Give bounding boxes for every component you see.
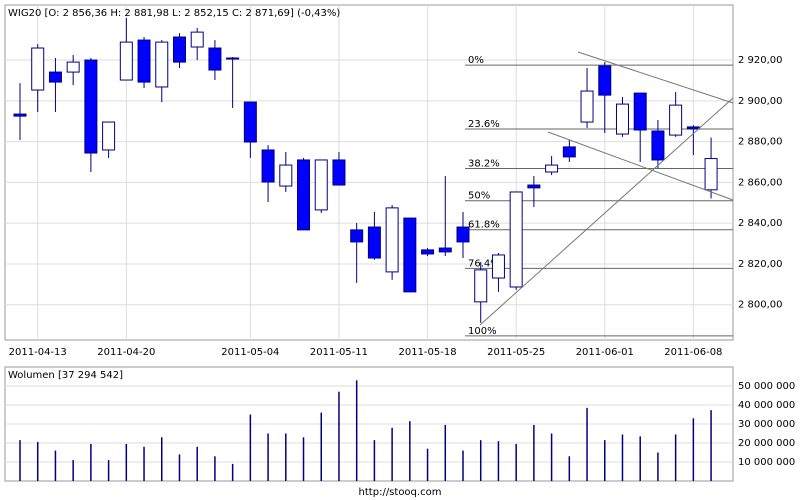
candle-body [615, 103, 629, 135]
y-tick-label: 2 860,00 [738, 177, 783, 188]
fib-label: 100% [468, 326, 497, 337]
candle-body [438, 247, 452, 253]
candle-body [243, 101, 257, 143]
x-tick-label: 2011-05-11 [310, 347, 368, 358]
candle-body [226, 57, 240, 60]
x-tick-label: 2011-06-01 [576, 347, 634, 358]
candle-body [48, 71, 62, 83]
candle-body [704, 158, 718, 191]
y-tick-label: 50 000 000 [738, 381, 795, 392]
candle-body [403, 217, 417, 293]
candle-body [527, 184, 541, 189]
y-tick-label: 2 900,00 [738, 96, 783, 107]
candle-body [545, 164, 559, 173]
y-tick-label: 2 840,00 [738, 218, 783, 229]
y-tick-label: 2 920,00 [738, 55, 783, 66]
candle-body [332, 159, 346, 186]
x-tick-label: 2011-06-08 [664, 347, 722, 358]
trend-line [577, 51, 734, 104]
candle-body [385, 207, 399, 273]
candle-body [314, 159, 328, 211]
candle-body [137, 39, 151, 83]
source: http://stooq.com [359, 487, 442, 498]
fib-label: 76.4% [468, 258, 500, 269]
candle-body [686, 126, 700, 130]
candle-body [456, 226, 470, 243]
y-tick-label: 30 000 000 [738, 419, 795, 430]
candle-body [297, 159, 311, 231]
candle-body [155, 41, 169, 88]
fib-label: 0% [468, 55, 484, 66]
y-tick-label: 2 820,00 [738, 259, 783, 270]
candle-body [66, 61, 80, 73]
candle-body [598, 65, 612, 96]
candle-body [102, 121, 116, 151]
fib-label: 61.8% [468, 220, 500, 231]
candle-body [119, 41, 133, 81]
candle-body [562, 146, 576, 158]
candle-body [84, 59, 98, 154]
candle-body [633, 92, 647, 131]
trend-line [547, 131, 734, 201]
x-tick-label: 2011-04-13 [9, 347, 67, 358]
y-tick-label: 40 000 000 [738, 400, 795, 411]
trend-line [479, 97, 734, 326]
candle-body [651, 130, 665, 161]
candle-body [491, 254, 505, 279]
candle-body [367, 226, 381, 259]
candle-body [208, 47, 222, 71]
candle-body [31, 47, 45, 91]
candle-body [190, 31, 204, 48]
candle-body [669, 104, 683, 136]
y-tick-label: 10 000 000 [738, 457, 795, 468]
x-tick-label: 2011-05-18 [398, 347, 456, 358]
fib-label: 23.6% [468, 119, 500, 130]
x-tick-label: 2011-05-25 [487, 347, 545, 358]
candle-body [261, 149, 275, 183]
x-tick-label: 2011-05-04 [221, 347, 279, 358]
candle-body [421, 249, 435, 255]
y-tick-label: 2 880,00 [738, 137, 783, 148]
candle-body [279, 164, 293, 187]
candle-body [350, 229, 364, 243]
candle-body [509, 191, 523, 288]
candle-body [580, 90, 594, 123]
fib-label: 50% [468, 191, 490, 202]
candle-body [474, 269, 488, 303]
y-tick-label: 20 000 000 [738, 438, 795, 449]
x-tick-label: 2011-04-20 [97, 347, 155, 358]
candle-body [172, 36, 186, 63]
y-tick-label: 2 800,00 [738, 300, 783, 311]
price-panel [4, 4, 734, 341]
volume-title: Wolumen [37 294 542] [8, 370, 123, 381]
candle-body [13, 113, 27, 117]
price-title: WIG20 [O: 2 856,36 H: 2 881,98 L: 2 852,… [8, 8, 340, 19]
fib-label: 38.2% [468, 159, 500, 170]
